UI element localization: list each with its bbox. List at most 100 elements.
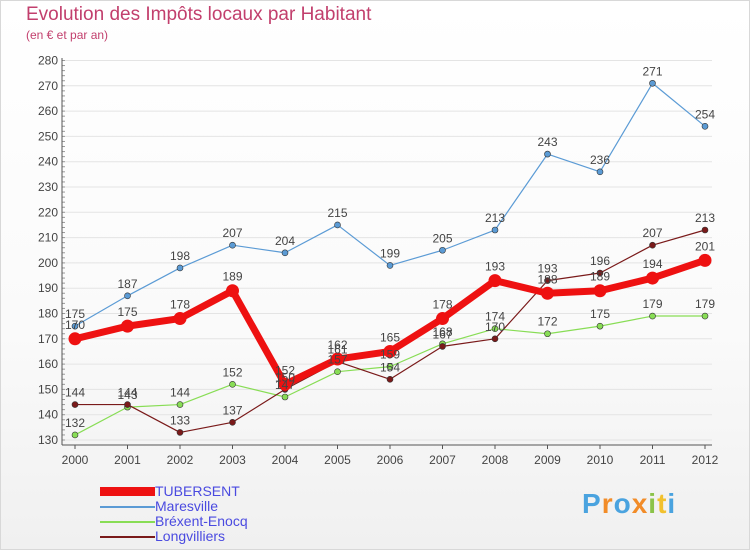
- data-point-brexent-enocq: [544, 330, 551, 338]
- x-tick-label: 2003: [219, 453, 246, 467]
- x-tick-label: 2012: [692, 453, 719, 467]
- data-label-brexent-enocq: 168: [432, 325, 452, 339]
- data-point-tubersent: [173, 312, 187, 326]
- data-point-maresville: [124, 292, 131, 300]
- data-label-longvilliers: 144: [117, 386, 137, 400]
- data-label-brexent-enocq: 152: [222, 365, 242, 379]
- y-tick-label: 150: [38, 382, 58, 396]
- data-point-tubersent: [698, 253, 712, 267]
- data-point-tubersent: [646, 271, 659, 285]
- data-point-maresville: [229, 241, 236, 249]
- data-label-maresville: 271: [642, 64, 662, 78]
- logo-letter: o: [613, 488, 632, 519]
- data-label-tubersent: 194: [642, 257, 662, 271]
- data-label-longvilliers: 161: [327, 343, 347, 357]
- data-label-brexent-enocq: 172: [537, 315, 557, 329]
- y-tick-label: 270: [38, 79, 58, 93]
- data-label-tubersent: 170: [65, 318, 85, 332]
- data-label-brexent-enocq: 157: [327, 353, 347, 367]
- label-layer: 175 187 198 207 204 215 199 205 213 243 236 271 254 1…: [65, 64, 715, 430]
- data-point-maresville: [176, 264, 184, 272]
- data-label-tubersent: 189: [590, 270, 610, 284]
- chart-title: Evolution des Impôts locaux par Habitant: [26, 4, 372, 25]
- y-tick-label: 240: [38, 155, 58, 169]
- legend-swatch-brexent-enocq: [100, 521, 155, 523]
- data-point-brexent-enocq: [176, 401, 184, 408]
- x-tick-label: 2006: [377, 453, 404, 467]
- y-tick-label: 190: [38, 281, 58, 295]
- y-tick-label: 230: [38, 180, 58, 194]
- series-layer: [68, 79, 712, 439]
- data-point-maresville: [596, 168, 604, 176]
- y-tick-label: 160: [38, 357, 58, 371]
- data-label-brexent-enocq: 159: [380, 348, 400, 362]
- data-point-maresville: [544, 150, 551, 158]
- data-point-longvilliers: [701, 226, 709, 234]
- data-label-maresville: 243: [537, 135, 557, 149]
- x-tick-label: 2011: [640, 453, 666, 467]
- data-point-longvilliers: [124, 401, 131, 408]
- data-point-longvilliers: [386, 375, 394, 383]
- data-point-tubersent: [593, 284, 607, 298]
- data-point-longvilliers: [439, 343, 446, 350]
- data-point-tubersent: [278, 377, 292, 391]
- data-point-tubersent: [121, 319, 134, 333]
- data-label-maresville: 205: [432, 231, 452, 245]
- data-label-maresville: 198: [170, 249, 190, 263]
- data-label-maresville: 187: [117, 277, 137, 291]
- data-label-tubersent: 162: [327, 338, 347, 352]
- data-label-brexent-enocq: 179: [695, 297, 715, 311]
- data-label-tubersent: 201: [695, 239, 715, 253]
- data-label-tubersent: 193: [485, 260, 505, 274]
- y-tick-label: 220: [38, 205, 58, 219]
- data-label-brexent-enocq: 174: [485, 310, 505, 324]
- data-point-longvilliers: [229, 418, 236, 426]
- data-label-brexent-enocq: 143: [117, 388, 137, 402]
- data-label-longvilliers: 170: [485, 320, 505, 334]
- legend-swatch-longvilliers: [100, 536, 155, 538]
- x-tick-label: 2002: [167, 453, 194, 467]
- data-point-maresville: [649, 79, 656, 87]
- data-point-maresville: [491, 226, 499, 234]
- data-point-maresville: [281, 249, 289, 257]
- data-point-longvilliers: [649, 241, 656, 249]
- logo-letter: i: [667, 488, 677, 519]
- data-label-tubersent: 188: [537, 272, 557, 286]
- legend-swatch-tubersent: [100, 487, 155, 496]
- data-point-maresville: [439, 246, 446, 254]
- x-tick-label: 2004: [272, 453, 299, 467]
- data-label-longvilliers: 167: [432, 327, 452, 341]
- legend-label-tubersent: TUBERSENT: [155, 483, 240, 499]
- data-label-maresville: 213: [485, 211, 505, 225]
- legend-label-brexent-enocq: Bréxent-Enocq: [155, 513, 248, 529]
- data-point-longvilliers: [491, 335, 499, 343]
- axis-layer: 130 140 150 160 170 180 190 200 210 220 230 240 250 2…: [38, 54, 719, 468]
- y-tick-label: 260: [38, 104, 58, 118]
- data-label-brexent-enocq: 179: [642, 297, 662, 311]
- y-tick-label: 280: [38, 54, 58, 68]
- x-tick-label: 2008: [482, 453, 509, 467]
- data-point-maresville: [701, 122, 709, 130]
- legend-swatch-maresville: [100, 506, 155, 508]
- data-point-brexent-enocq: [649, 312, 656, 320]
- logo-letter: r: [601, 488, 614, 519]
- data-point-brexent-enocq: [701, 312, 709, 320]
- data-label-tubersent: 178: [432, 298, 452, 312]
- data-label-longvilliers: 193: [537, 262, 557, 276]
- data-point-tubersent: [226, 284, 239, 298]
- data-point-longvilliers: [544, 277, 551, 284]
- data-label-longvilliers: 137: [222, 403, 242, 417]
- x-tick-label: 2007: [429, 453, 456, 467]
- data-point-tubersent: [68, 332, 82, 346]
- data-label-maresville: 204: [275, 234, 295, 248]
- data-label-brexent-enocq: 147: [275, 378, 295, 392]
- data-point-tubersent: [331, 352, 344, 366]
- data-label-brexent-enocq: 175: [590, 307, 610, 321]
- data-label-tubersent: 189: [222, 270, 242, 284]
- logo-letter: x: [631, 488, 649, 519]
- y-tick-label: 130: [38, 433, 58, 447]
- data-label-brexent-enocq: 144: [170, 386, 190, 400]
- data-point-brexent-enocq: [491, 325, 499, 332]
- data-label-longvilliers: 133: [170, 413, 190, 427]
- proxiti-logo: Proxiti: [582, 488, 676, 520]
